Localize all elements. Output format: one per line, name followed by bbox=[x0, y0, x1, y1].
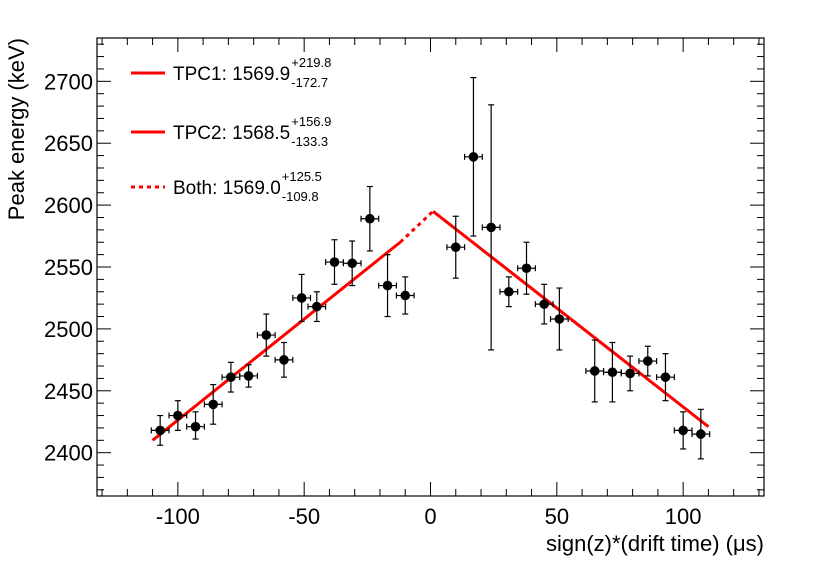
point-marker bbox=[660, 372, 671, 382]
point-marker bbox=[450, 242, 461, 252]
y-tick-label: 2650 bbox=[44, 131, 93, 156]
point-marker bbox=[226, 372, 236, 382]
data-point bbox=[342, 240, 362, 287]
point-marker bbox=[589, 366, 600, 376]
point-marker bbox=[312, 301, 322, 312]
legend-entry: Both: 1569.0+125.5 -109.8 bbox=[131, 169, 322, 204]
x-tick-label: -100 bbox=[156, 504, 200, 529]
point-marker bbox=[400, 290, 411, 301]
data-point bbox=[395, 276, 415, 315]
legend-upper-error: +156.9 bbox=[291, 114, 331, 129]
point-marker bbox=[504, 286, 514, 297]
data-point bbox=[274, 341, 294, 378]
point-marker bbox=[539, 299, 549, 309]
point-marker bbox=[521, 263, 532, 274]
legend-lower-error: -172.7 bbox=[291, 75, 328, 90]
data-point bbox=[673, 411, 693, 450]
legend-label: TPC2: 1568.5 bbox=[173, 123, 290, 144]
point-marker bbox=[607, 367, 618, 378]
legend-entry: TPC1: 1569.9+219.8 -172.7 bbox=[131, 55, 331, 90]
y-axis-title: Peak energy (keV) bbox=[4, 38, 29, 220]
point-marker bbox=[261, 330, 272, 340]
point-marker bbox=[173, 410, 183, 421]
point-marker bbox=[468, 152, 479, 162]
data-point bbox=[481, 104, 501, 351]
data-point bbox=[256, 313, 276, 357]
point-marker bbox=[486, 222, 496, 233]
data-point bbox=[620, 355, 640, 392]
data-point bbox=[499, 276, 519, 308]
data-point bbox=[221, 361, 241, 393]
y-tick-label: 2500 bbox=[44, 317, 93, 342]
legend-upper-error: +219.8 bbox=[291, 55, 331, 70]
point-marker bbox=[365, 213, 375, 224]
point-marker bbox=[155, 425, 165, 436]
data-point bbox=[691, 408, 711, 460]
point-marker bbox=[382, 280, 393, 291]
x-axis-title: sign(z)*(drift time) (μs) bbox=[546, 531, 764, 556]
fit-line-both bbox=[399, 210, 435, 244]
fit-line-tpc2 bbox=[432, 210, 710, 428]
data-point bbox=[186, 411, 205, 440]
data-point bbox=[325, 239, 344, 285]
data-point bbox=[534, 283, 554, 325]
y-tick-label: 2450 bbox=[44, 379, 93, 404]
data-point bbox=[638, 345, 658, 377]
data-point bbox=[239, 364, 259, 388]
point-marker bbox=[678, 425, 688, 436]
legend-entry: TPC2: 1568.5+156.9 -133.3 bbox=[131, 114, 331, 149]
point-marker bbox=[329, 257, 340, 267]
point-marker bbox=[279, 355, 289, 365]
point-marker bbox=[296, 293, 307, 303]
fit-lines bbox=[151, 210, 710, 442]
point-marker bbox=[696, 429, 706, 439]
point-marker bbox=[642, 356, 653, 366]
legend-label: Both: 1569.0 bbox=[173, 178, 281, 199]
point-marker bbox=[347, 258, 357, 269]
data-points bbox=[150, 77, 711, 460]
y-tick-label: 2400 bbox=[44, 441, 93, 466]
legend: TPC1: 1569.9+219.8 -172.7 TPC2: 1568.5+156… bbox=[131, 55, 331, 204]
data-point bbox=[517, 241, 536, 295]
data-point bbox=[168, 400, 188, 431]
point-marker bbox=[208, 399, 219, 410]
data-point bbox=[378, 254, 397, 318]
axis-ticks bbox=[97, 38, 764, 496]
x-tick-label: 0 bbox=[424, 504, 436, 529]
x-tick-label: 50 bbox=[545, 504, 569, 529]
point-marker bbox=[190, 421, 201, 432]
data-point bbox=[203, 383, 223, 425]
legend-lower-error: -133.3 bbox=[291, 134, 328, 149]
data-point bbox=[446, 215, 466, 279]
data-point bbox=[585, 339, 605, 403]
point-marker bbox=[625, 368, 635, 379]
y-tick-label: 2700 bbox=[44, 69, 93, 94]
legend-lower-error: -109.8 bbox=[282, 189, 319, 204]
data-point bbox=[360, 185, 380, 252]
data-point bbox=[602, 341, 622, 403]
data-point bbox=[292, 273, 312, 323]
data-point bbox=[549, 287, 569, 351]
legend-upper-error: +125.5 bbox=[282, 169, 322, 184]
data-point bbox=[656, 353, 675, 402]
data-point bbox=[307, 291, 327, 323]
data-point bbox=[464, 77, 483, 237]
tick-labels: -100 -50 0 50 100 2400 2450 2500 2550 2600 2650 270… bbox=[44, 69, 701, 529]
x-tick-label: 100 bbox=[665, 504, 702, 529]
fit-line-tpc1 bbox=[151, 241, 402, 442]
y-tick-label: 2600 bbox=[44, 193, 93, 218]
legend-label: TPC1: 1569.9 bbox=[173, 64, 290, 85]
point-marker bbox=[243, 371, 254, 381]
x-tick-label: -50 bbox=[288, 504, 320, 529]
y-tick-label: 2550 bbox=[44, 255, 93, 280]
point-marker bbox=[554, 314, 565, 324]
data-point bbox=[150, 414, 170, 446]
